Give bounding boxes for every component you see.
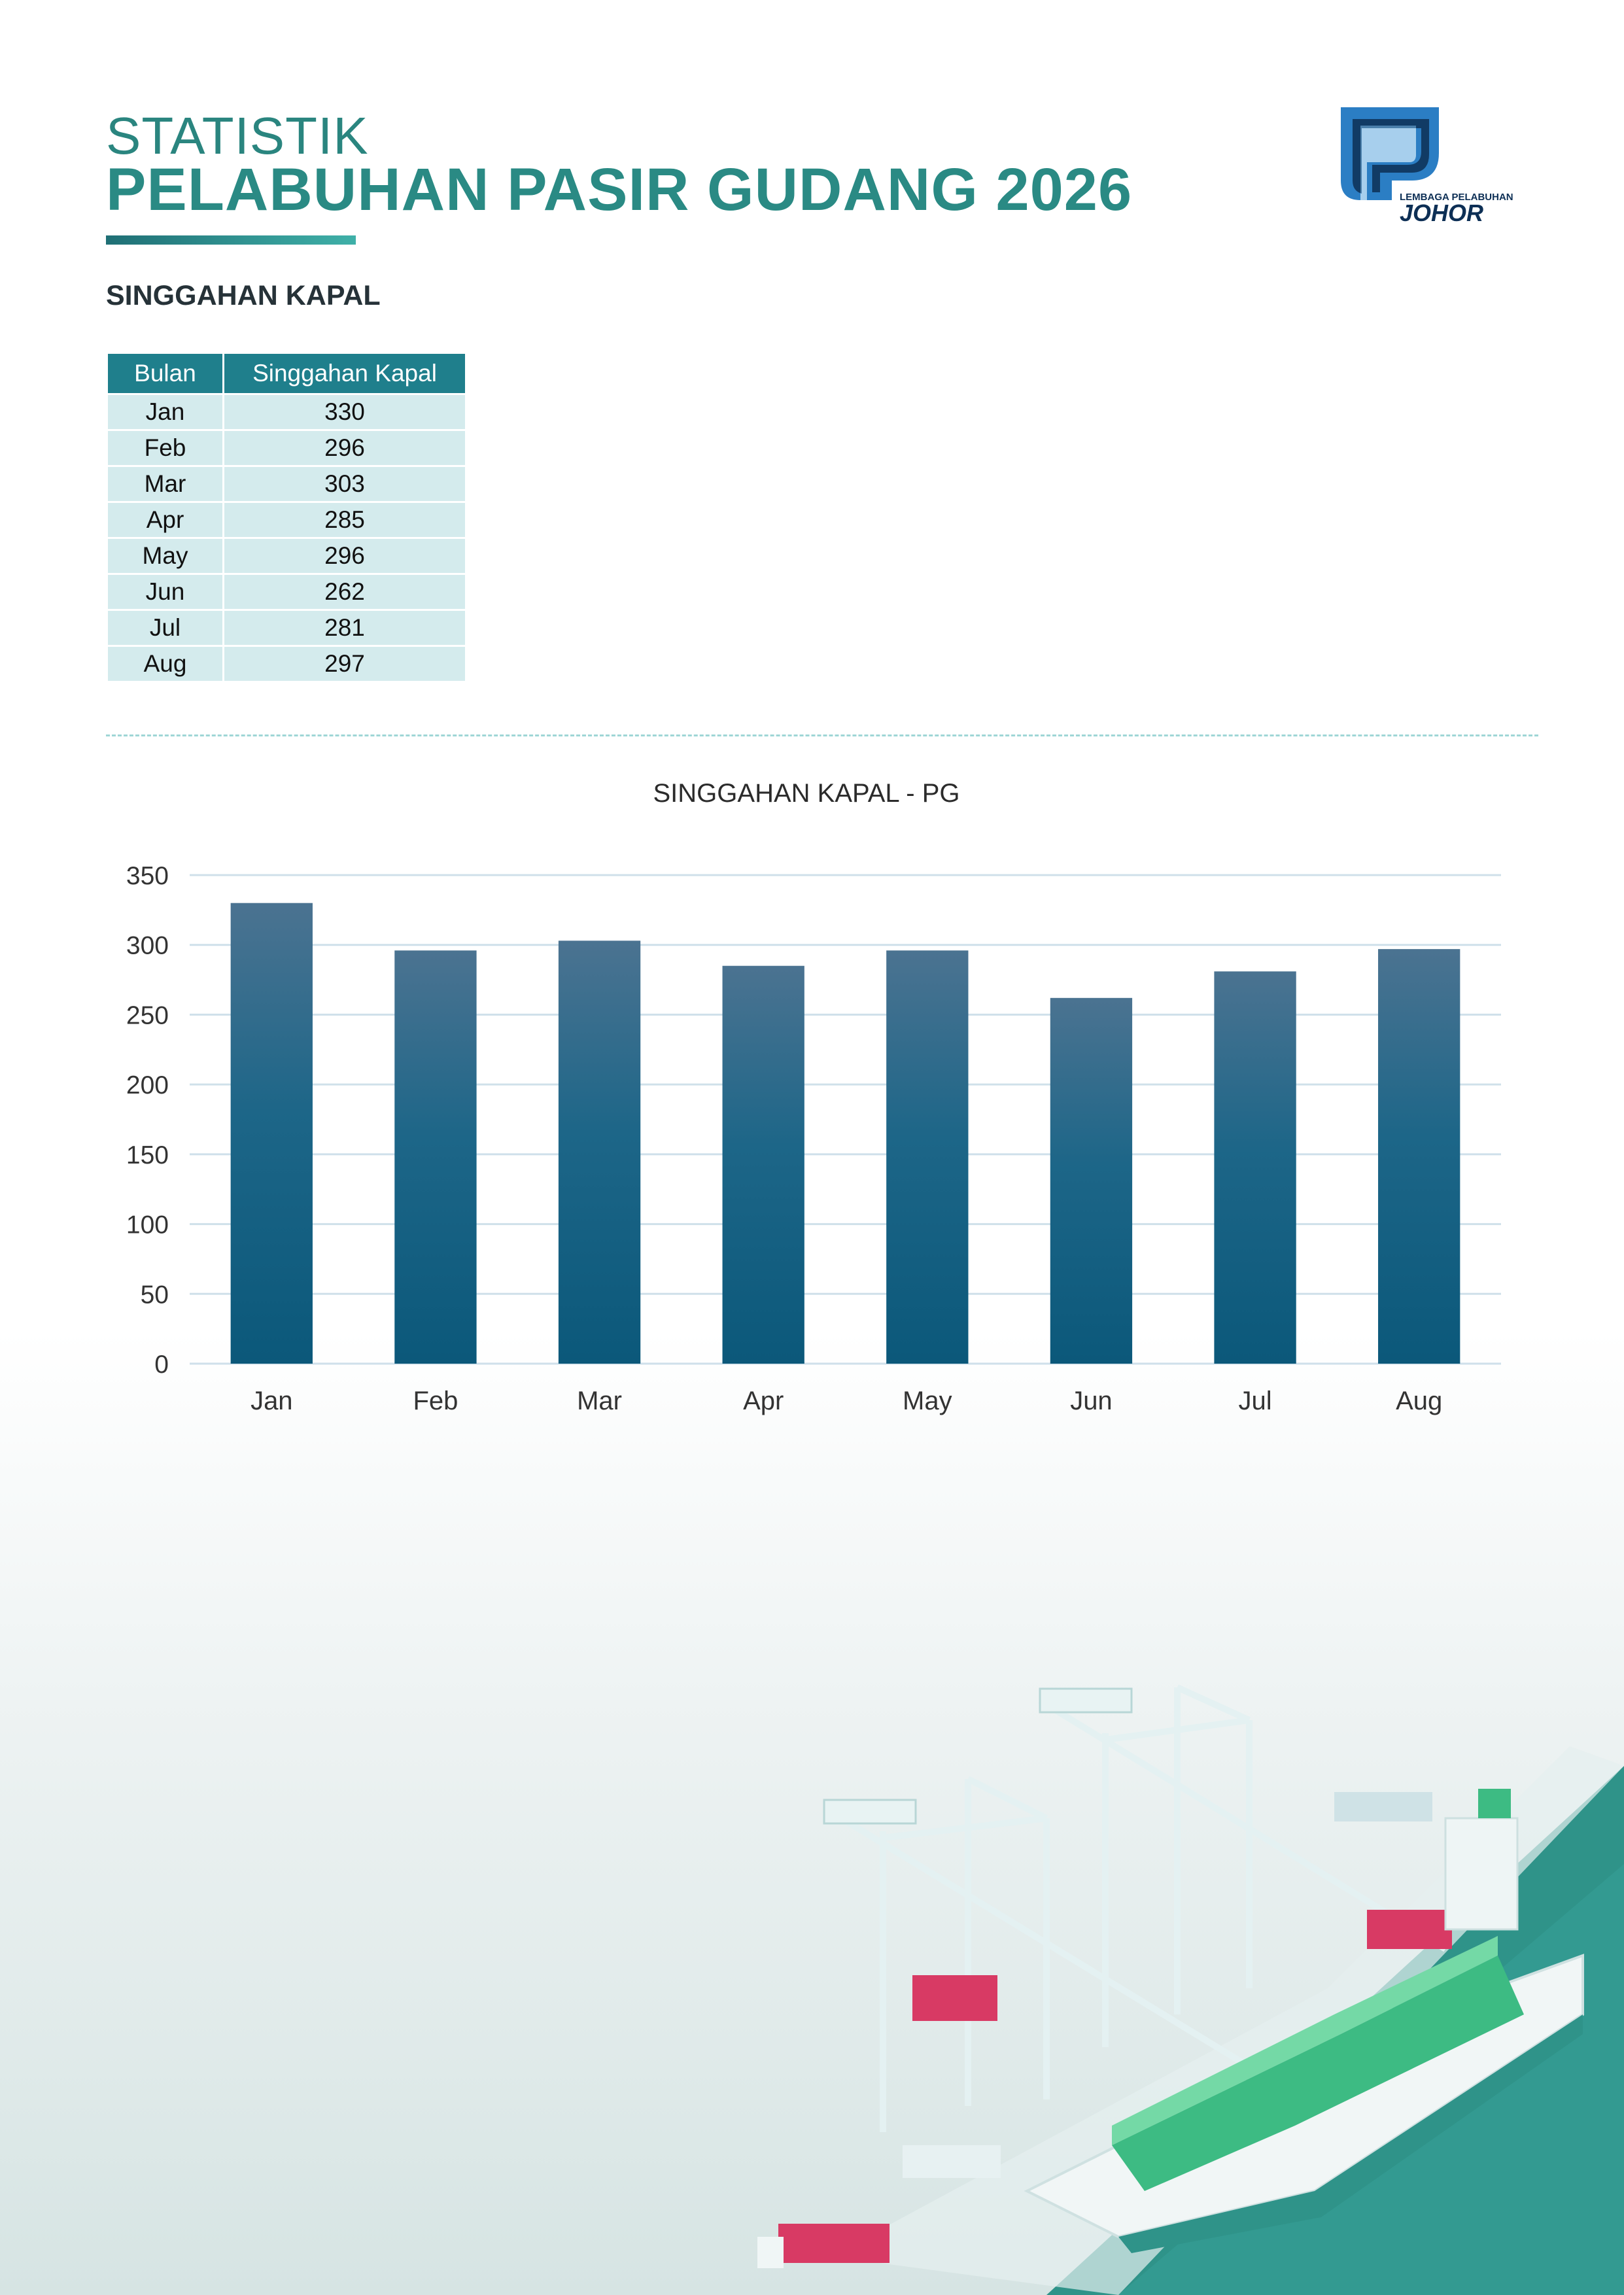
column-header-singgahan: Singgahan Kapal <box>222 352 467 395</box>
table-row: Feb 296 <box>106 429 467 467</box>
page-title: PELABUHAN PASIR GUDANG 2026 <box>106 156 1133 223</box>
x-tick-label: Feb <box>413 1387 458 1415</box>
month-cell: Mar <box>106 465 224 503</box>
chart-gridlines <box>190 874 1501 1365</box>
table-row: Mar 303 <box>106 465 467 503</box>
x-tick-label: Apr <box>743 1387 784 1415</box>
value-cell: 330 <box>222 393 467 431</box>
logo-small-text: LEMBAGA PELABUHAN <box>1400 192 1513 203</box>
table-row: Jun 262 <box>106 573 467 611</box>
month-cell: Aug <box>106 645 224 683</box>
logo-big-text: JOHOR <box>1400 199 1483 226</box>
table-row: Jul 281 <box>106 609 467 647</box>
table-row: Jan 330 <box>106 393 467 431</box>
value-cell: 296 <box>222 537 467 575</box>
y-axis-ticks: 0 50 100 150 200 250 300 350 <box>126 862 169 1379</box>
y-tick-label: 100 <box>126 1211 169 1239</box>
value-cell: 296 <box>222 429 467 467</box>
x-axis-ticks: Jan Feb Mar Apr May Jun Jul Aug <box>251 1387 1442 1415</box>
bar-jan <box>230 903 313 1364</box>
lembaga-pelabuhan-johor-logo: LEMBAGA PELABUHAN JOHOR <box>1341 107 1513 226</box>
table-row: Apr 285 <box>106 501 467 539</box>
bar-jun <box>1050 997 1133 1364</box>
x-tick-label: Aug <box>1396 1387 1442 1415</box>
column-header-bulan: Bulan <box>106 352 224 395</box>
data-table: Bulan Singgahan Kapal Jan 330 Feb 296 Mar 3… <box>106 352 467 683</box>
x-tick-label: Jun <box>1070 1387 1113 1415</box>
bar-may <box>886 950 969 1364</box>
x-tick-label: Mar <box>577 1387 622 1415</box>
value-cell: 297 <box>222 645 467 683</box>
month-cell: Feb <box>106 429 224 467</box>
bar-mar <box>558 940 641 1364</box>
month-cell: Jun <box>106 573 224 611</box>
title-line-1: STATISTIK <box>106 107 369 165</box>
bar-feb <box>394 950 477 1364</box>
table-row: Aug 297 <box>106 645 467 683</box>
y-tick-label: 300 <box>126 932 169 960</box>
y-tick-label: 150 <box>126 1141 169 1169</box>
value-cell: 285 <box>222 501 467 539</box>
chart-title: SINGGAHAN KAPAL - PG <box>653 779 959 808</box>
chart-bars <box>230 903 1460 1364</box>
dashed-divider <box>106 734 1538 736</box>
table-header-row: Bulan Singgahan Kapal <box>106 352 467 395</box>
y-tick-label: 50 <box>141 1281 169 1309</box>
y-tick-label: 0 <box>154 1351 169 1379</box>
section-heading: SINGGAHAN KAPAL <box>106 280 381 311</box>
month-cell: May <box>106 537 224 575</box>
bar-apr <box>722 965 804 1364</box>
value-cell: 303 <box>222 465 467 503</box>
month-cell: Apr <box>106 501 224 539</box>
bar-chart: SINGGAHAN KAPAL - PG 0 50 100 150 200 250 300 3… <box>126 779 1501 1415</box>
value-cell: 281 <box>222 609 467 647</box>
x-tick-label: Jul <box>1238 1387 1271 1415</box>
port-illustration <box>757 1684 1624 2295</box>
title-underline <box>106 235 356 245</box>
bar-jul <box>1214 971 1296 1364</box>
x-tick-label: Jan <box>251 1387 293 1415</box>
value-cell: 262 <box>222 573 467 611</box>
y-tick-label: 350 <box>126 862 169 890</box>
y-tick-label: 200 <box>126 1071 169 1099</box>
month-cell: Jul <box>106 609 224 647</box>
x-tick-label: May <box>903 1387 952 1415</box>
table-row: May 296 <box>106 537 467 575</box>
month-cell: Jan <box>106 393 224 431</box>
bar-aug <box>1378 949 1460 1364</box>
y-tick-label: 250 <box>126 1001 169 1029</box>
